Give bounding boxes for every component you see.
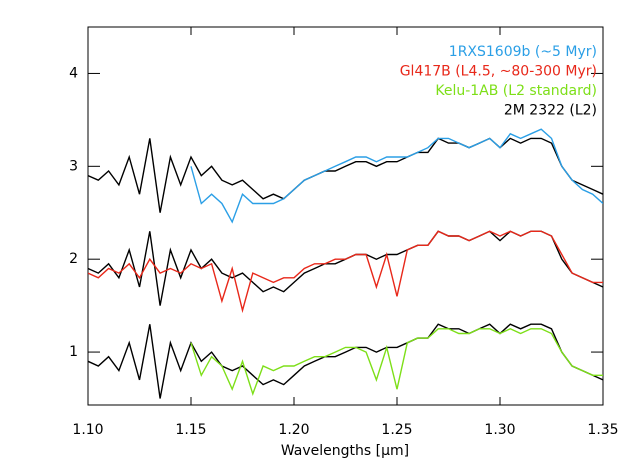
x-tick-label: 1.30: [484, 422, 515, 438]
legend-entry: Kelu-1AB (L2 standard): [435, 83, 597, 99]
legend-entry: 2M 2322 (L2): [504, 103, 597, 119]
y-tick-label: 4: [69, 65, 78, 81]
spectrum-line: [190, 328, 603, 397]
x-tick-label: 1.35: [587, 422, 618, 438]
spectrum-line: [190, 128, 603, 224]
plot-frame: [87, 26, 604, 406]
legend-entry: 1RXS1609b (~5 Myr): [449, 44, 597, 60]
spectrum-line: [88, 323, 603, 399]
spectrum-line: [88, 137, 603, 213]
x-tick-label: 1.15: [175, 422, 206, 438]
spectrum-line: [88, 230, 603, 314]
x-tick-label: 1.25: [381, 422, 412, 438]
spectrum-line: [88, 230, 603, 306]
legend-entry: Gl417B (L4.5, ~80-300 Myr): [400, 64, 597, 80]
x-tick-label: 1.20: [278, 422, 309, 438]
y-tick-label: 3: [69, 158, 78, 174]
x-axis-label: Wavelengths [μm]: [281, 443, 409, 459]
y-tick-label: 1: [69, 344, 78, 360]
y-tick-label: 2: [69, 251, 78, 267]
x-tick-label: 1.10: [72, 422, 103, 438]
